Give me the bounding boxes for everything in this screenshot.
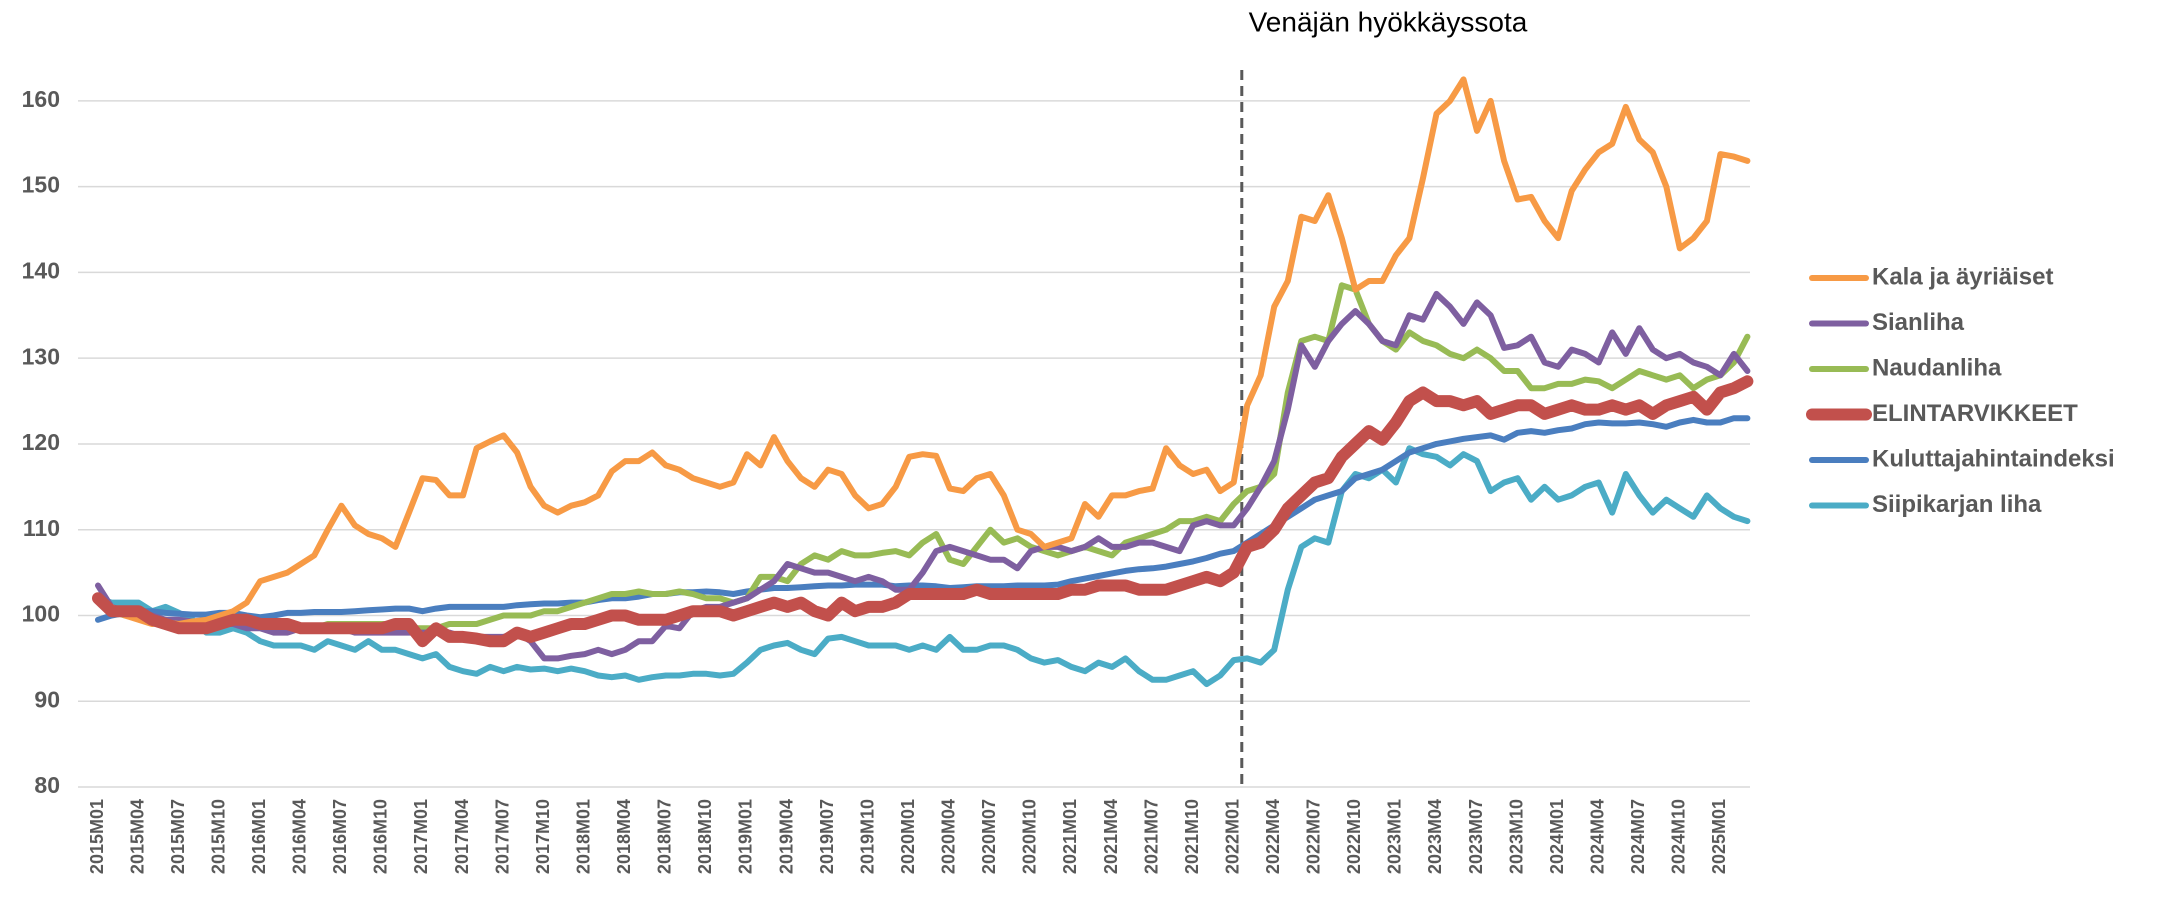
legend-label: Kuluttajahintaindeksi [1872,445,2115,472]
x-tick-label: 2016M01 [249,799,269,874]
y-tick-label: 140 [22,257,60,283]
x-tick-label: 2025M01 [1709,799,1729,874]
x-tick-label: 2021M01 [1060,799,1080,874]
x-tick-label: 2024M01 [1547,799,1567,874]
x-tick-label: 2015M10 [208,799,228,874]
y-tick-label: 80 [34,772,60,798]
series-line [92,375,1754,648]
x-tick-label: 2019M01 [736,799,756,874]
y-tick-label: 90 [34,686,60,712]
x-tick-label: 2021M04 [1101,799,1121,874]
x-tick-label: 2024M07 [1628,799,1648,874]
x-tick-label: 2018M10 [695,799,715,874]
legend-label: Sianliha [1872,309,1965,336]
x-tick-label: 2020M07 [979,799,999,874]
x-tick-label: 2018M01 [573,799,593,874]
x-tick-label: 2020M10 [1020,799,1040,874]
x-tick-label: 2020M04 [939,799,959,874]
series-line [95,290,1751,662]
x-tick-label: 2023M07 [1466,799,1486,874]
legend-label: ELINTARVIKKEET [1872,400,2078,427]
x-tick-label: 2020M01 [898,799,918,874]
x-tick-label: 2016M07 [330,799,350,874]
x-tick-label: 2021M10 [1182,799,1202,874]
series-line [95,76,1751,627]
legend-label: Naudanliha [1872,354,2002,381]
series-line [95,415,1751,623]
x-tick-label: 2022M07 [1304,799,1324,874]
x-tick-label: 2022M04 [1263,799,1283,874]
x-tick-label: 2023M01 [1385,799,1405,874]
legend-label: Kala ja äyriäiset [1872,263,2053,290]
x-tick-label: 2024M10 [1669,799,1689,874]
x-tick-label: 2019M07 [817,799,837,874]
y-tick-label: 150 [22,172,60,198]
x-tick-label: 2015M01 [87,799,107,874]
x-tick-label: 2016M10 [371,799,391,874]
y-tick-label: 130 [22,343,60,369]
x-tick-label: 2017M10 [533,799,553,874]
legend-label: Siipikarjan liha [1872,491,2042,518]
x-tick-label: 2015M04 [127,799,147,874]
y-tick-label: 100 [22,601,60,627]
x-tick-label: 2024M04 [1587,799,1607,874]
y-tick-label: 110 [23,515,60,541]
y-tick-label: 160 [22,86,60,112]
series-line [95,445,1751,688]
x-tick-label: 2017M04 [452,799,472,874]
x-tick-label: 2016M04 [290,799,310,874]
x-tick-label: 2023M10 [1506,799,1526,874]
x-tick-label: 2021M07 [1141,799,1161,874]
x-tick-label: 2022M01 [1222,799,1242,874]
annotation-text: Venäjän hyökkäyssota [1249,6,1528,37]
x-tick-label: 2018M04 [614,799,634,874]
x-tick-label: 2018M07 [655,799,675,874]
x-tick-label: 2017M01 [411,799,431,874]
x-tick-label: 2017M07 [492,799,512,874]
x-tick-label: 2015M07 [168,799,188,874]
x-tick-label: 2022M10 [1344,799,1364,874]
x-tick-label: 2023M04 [1425,799,1445,874]
y-tick-label: 120 [22,429,60,455]
x-tick-label: 2019M10 [857,799,877,874]
x-tick-label: 2019M04 [776,799,796,874]
